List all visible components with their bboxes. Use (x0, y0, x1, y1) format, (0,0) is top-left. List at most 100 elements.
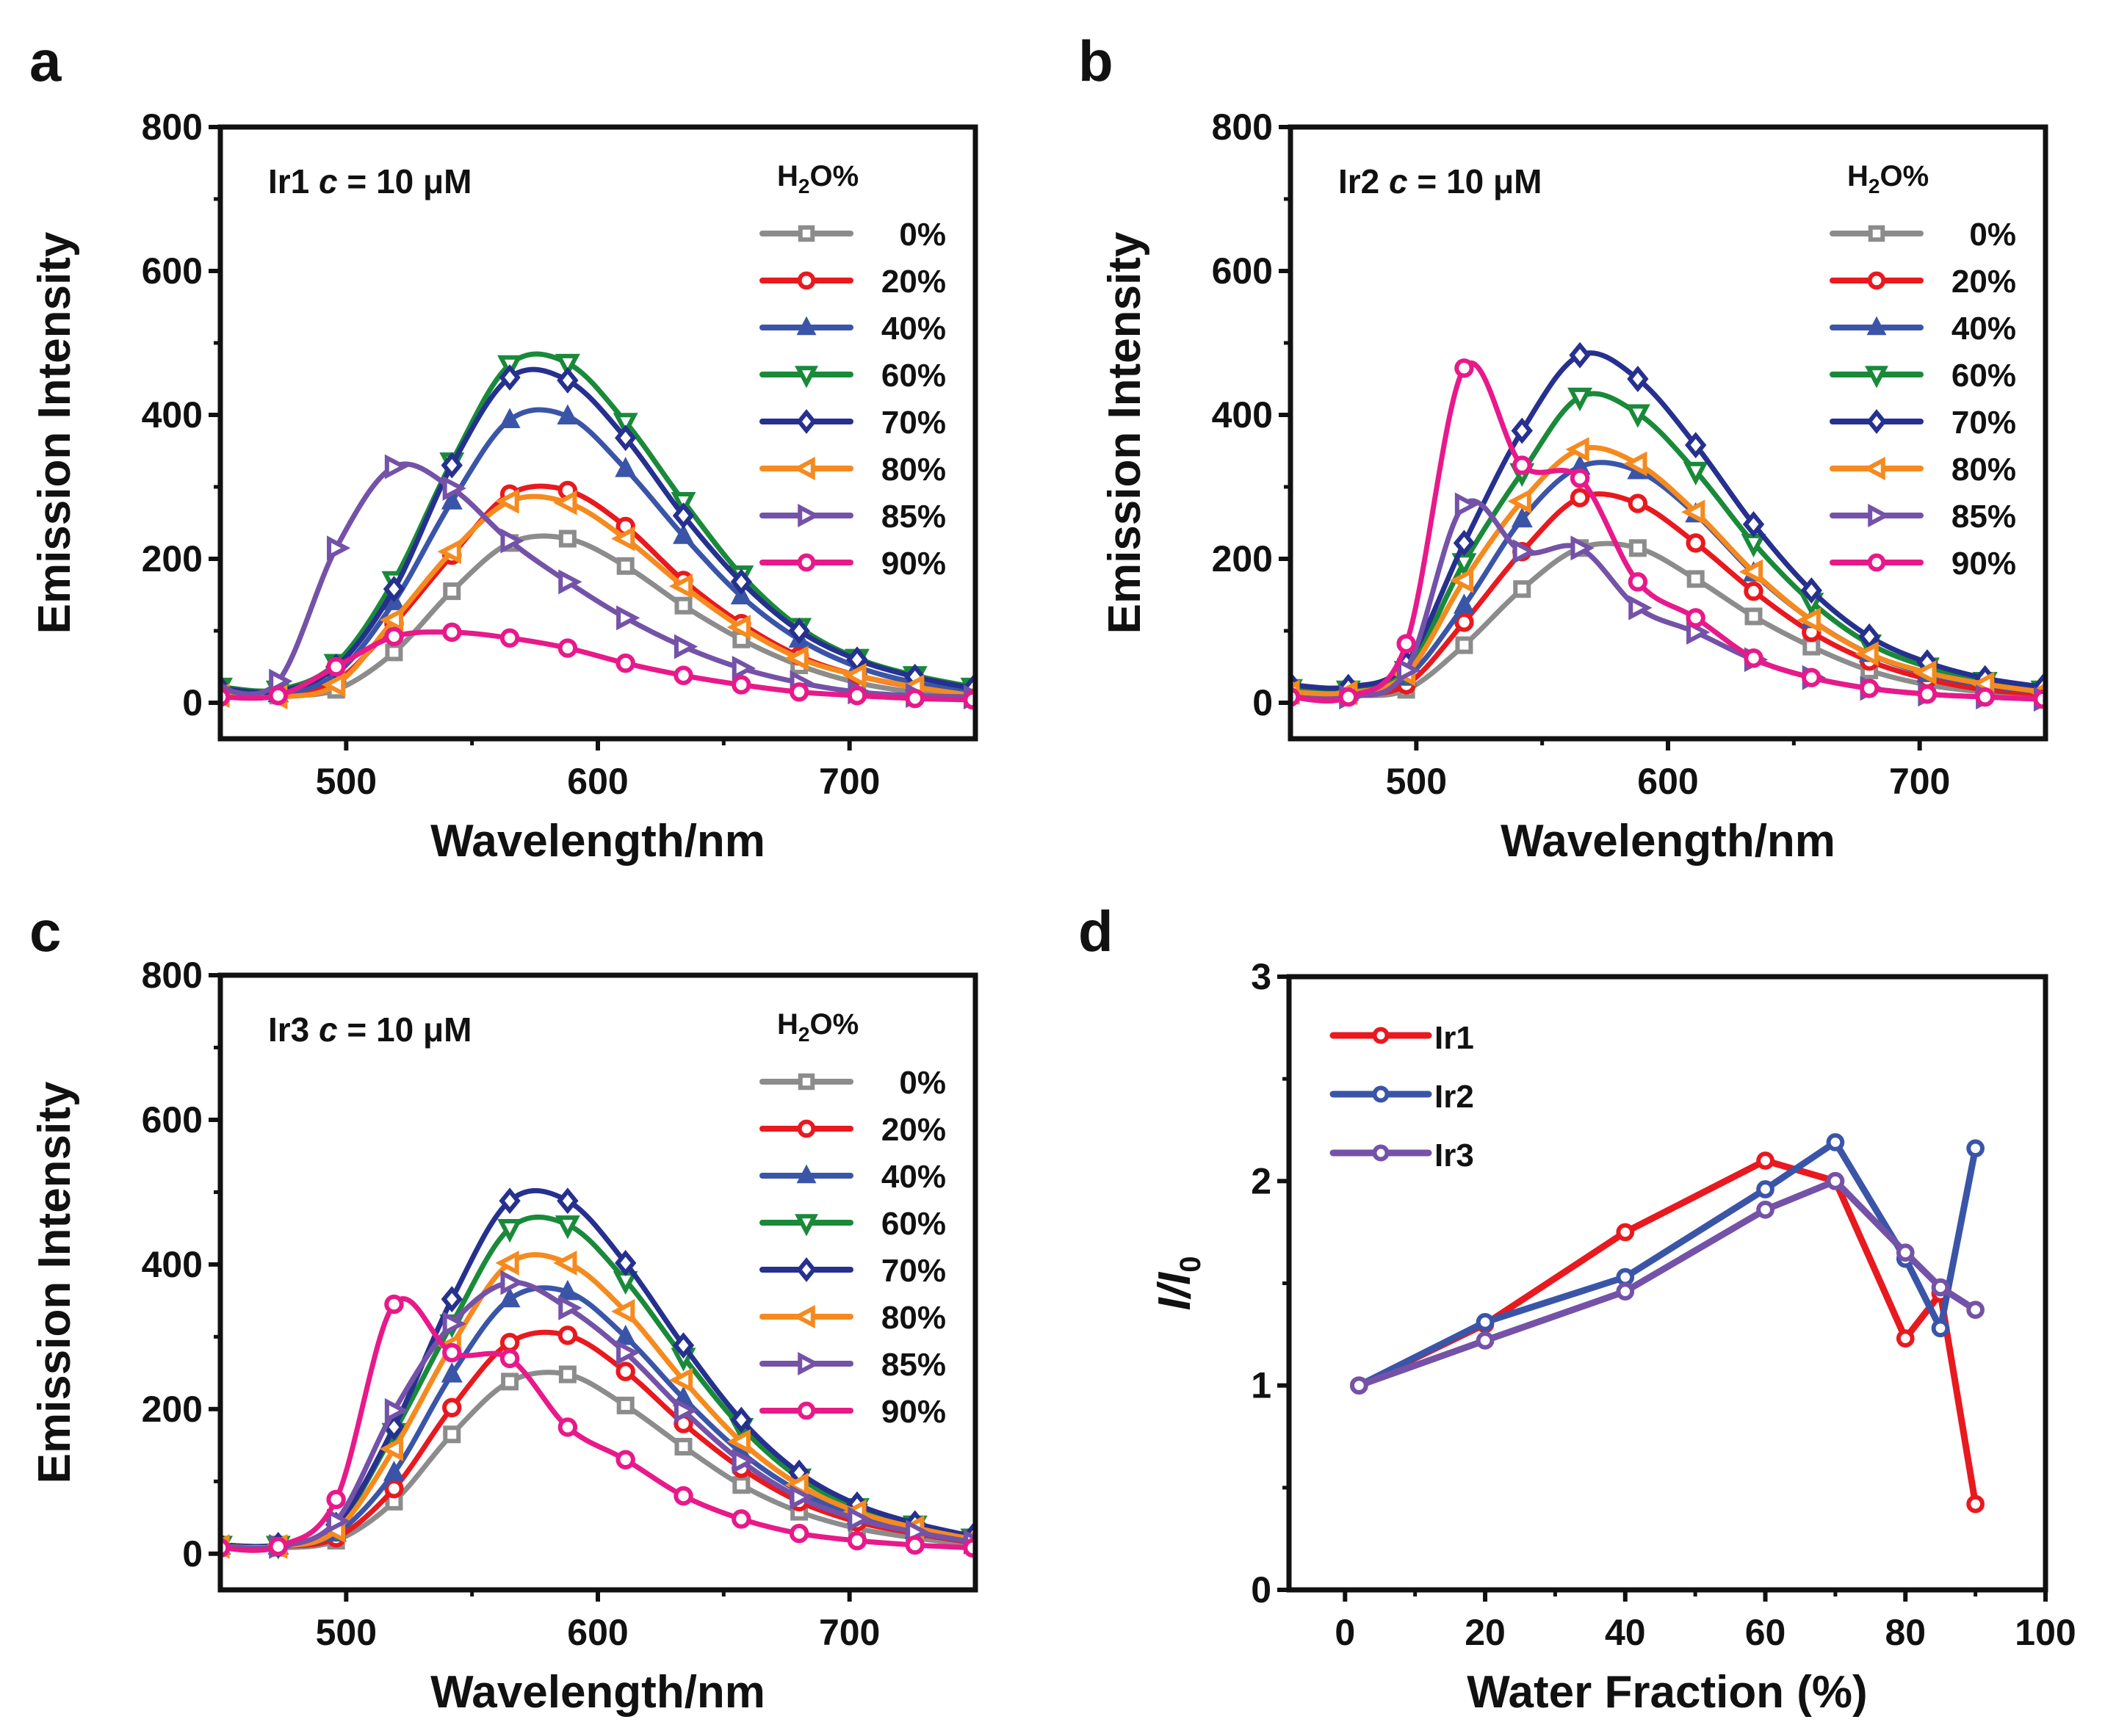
y-tick-label: 600 (142, 1099, 203, 1140)
panel-letter-b: b (1078, 29, 1113, 93)
x-tick-label: 100 (2015, 1612, 2076, 1653)
series-ir2 (1350, 1133, 1985, 1395)
legend-marker (798, 225, 815, 242)
data-point (555, 1215, 580, 1240)
legend-label: 0% (1969, 217, 2016, 253)
data-point (674, 634, 698, 659)
data-point (557, 1187, 579, 1215)
data-point (497, 1219, 523, 1243)
data-point (1454, 492, 1479, 518)
annotation-suffix: = 10 μM (338, 1010, 472, 1049)
data-point (1966, 1139, 1985, 1158)
data-point (1966, 1301, 1985, 1320)
legend-entry: 0% (759, 217, 946, 253)
legend-entry: 60% (759, 1206, 946, 1242)
legend-marker (792, 457, 815, 480)
data-point (672, 502, 695, 529)
legend-marker (798, 1352, 820, 1375)
x-tick-label: 700 (819, 761, 880, 802)
data-point (501, 1372, 519, 1391)
plot-area (220, 351, 975, 710)
data-point (789, 682, 809, 702)
legend-marker (1867, 271, 1886, 290)
data-point (905, 688, 925, 709)
legend-marker (1865, 366, 1888, 388)
data-point (558, 1365, 577, 1384)
data-point (674, 665, 693, 685)
data-point (611, 1298, 635, 1324)
legend-entry: 0% (1830, 217, 2016, 253)
data-point (1396, 634, 1416, 654)
data-point (1507, 488, 1531, 514)
legend-label: 80% (881, 1300, 946, 1336)
data-point (1859, 679, 1880, 698)
data-point (1975, 687, 1995, 707)
annotation-prefix: Ir3 (268, 1010, 319, 1049)
data-point (443, 582, 461, 601)
series-line (220, 1279, 975, 1551)
legend: H2O% 0% 20% 40% 60% 70% 80% 85% 90% (759, 160, 946, 582)
data-point (1756, 1200, 1774, 1219)
y-tick-label: 0 (182, 1533, 203, 1574)
data-point (730, 1406, 752, 1433)
data-point (674, 596, 693, 615)
annotation-prefix: Ir1 (268, 162, 319, 200)
series-line (1290, 360, 2046, 704)
series-90pct (1290, 358, 2046, 709)
data-point (1628, 539, 1647, 557)
data-point (558, 529, 577, 548)
legend-entry: Ir3 (1329, 1138, 1474, 1173)
data-point (495, 1250, 519, 1276)
data-point (1744, 607, 1763, 626)
legend-marker (1372, 1085, 1390, 1103)
legend-marker (798, 504, 820, 527)
data-point (1454, 358, 1474, 378)
legend-label: 40% (1951, 311, 2016, 347)
legend-title-h: H (777, 160, 798, 192)
annotation-suffix: = 10 μM (1408, 162, 1542, 200)
legend-entry: 90% (1830, 546, 2016, 582)
legend-entry: 40% (759, 311, 946, 347)
x-tick-label: 500 (316, 1612, 377, 1653)
data-point (443, 1425, 461, 1444)
legend-label: Ir2 (1434, 1079, 1474, 1115)
data-point (674, 1486, 693, 1506)
data-point (1896, 1243, 1915, 1262)
y-tick-label: 200 (142, 1389, 203, 1430)
legend-label: 80% (1951, 452, 2016, 488)
legend-label: 0% (899, 1065, 946, 1101)
data-point (784, 645, 809, 671)
annotation-italic: c (319, 162, 338, 200)
series-line (220, 1252, 975, 1551)
data-point (1931, 1319, 1950, 1338)
data-point (1616, 1267, 1635, 1287)
data-point (1513, 580, 1531, 598)
legend-label: 60% (1951, 358, 2016, 394)
legend-marker (1868, 504, 1891, 527)
data-point (790, 1484, 814, 1510)
legend-marker (1863, 457, 1885, 480)
data-point (441, 1362, 463, 1383)
data-point (379, 607, 404, 633)
data-point (1686, 533, 1705, 553)
x-tick-label: 600 (1637, 761, 1698, 802)
legend-entry: 80% (759, 452, 946, 488)
legend-label: 60% (881, 358, 946, 394)
data-point (385, 643, 403, 662)
legend-label: 40% (881, 1159, 946, 1195)
data-point (326, 1489, 346, 1510)
series-line (1290, 391, 2046, 694)
data-point (616, 1340, 640, 1365)
legend-entry: 90% (759, 1394, 946, 1430)
y-tick-label: 600 (1212, 250, 1273, 292)
data-point (1570, 535, 1595, 561)
data-point (1896, 1329, 1915, 1348)
legend-label: 90% (1951, 546, 2016, 582)
legend-marker (1866, 409, 1887, 434)
series-80pct (220, 1250, 975, 1559)
legend-title: H2O% (1847, 160, 1929, 198)
legend-title: H2O% (777, 1008, 859, 1046)
data-point (1756, 1180, 1774, 1198)
data-point (732, 1448, 756, 1474)
data-point (442, 1397, 462, 1418)
